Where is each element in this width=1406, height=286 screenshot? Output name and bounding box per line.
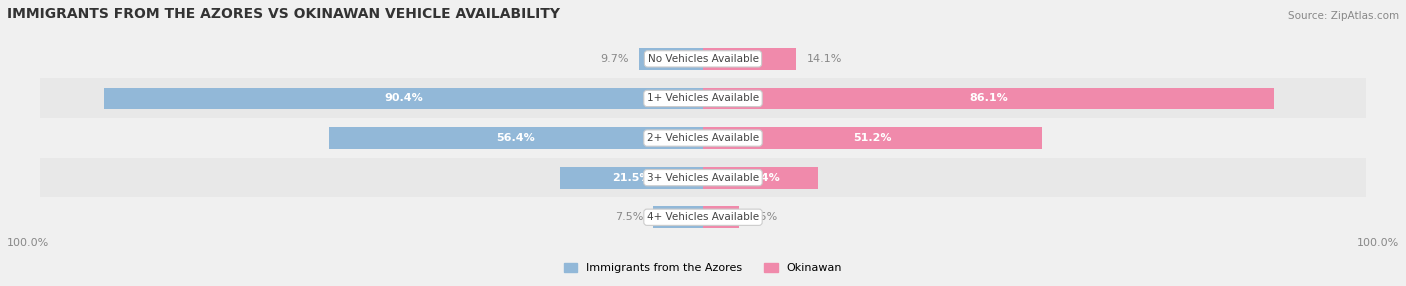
Text: 100.0%: 100.0% [7,238,49,248]
Bar [41,118,1365,158]
Text: 3+ Vehicles Available: 3+ Vehicles Available [647,173,759,183]
Text: 9.7%: 9.7% [600,54,628,64]
Bar [703,167,818,188]
Bar [654,206,703,228]
Text: 86.1%: 86.1% [969,94,1008,104]
Text: 56.4%: 56.4% [496,133,536,143]
Text: 2+ Vehicles Available: 2+ Vehicles Available [647,133,759,143]
Text: 1+ Vehicles Available: 1+ Vehicles Available [647,94,759,104]
Bar [703,88,1274,109]
Text: 14.1%: 14.1% [807,54,842,64]
Bar [703,206,740,228]
Bar [638,48,703,70]
Bar [329,127,703,149]
Legend: Immigrants from the Azores, Okinawan: Immigrants from the Azores, Okinawan [560,259,846,278]
Text: 17.4%: 17.4% [741,173,780,183]
Bar [104,88,703,109]
Text: IMMIGRANTS FROM THE AZORES VS OKINAWAN VEHICLE AVAILABILITY: IMMIGRANTS FROM THE AZORES VS OKINAWAN V… [7,7,560,21]
Text: 90.4%: 90.4% [384,94,423,104]
Text: 4+ Vehicles Available: 4+ Vehicles Available [647,212,759,222]
Bar [41,39,1365,79]
Text: 5.5%: 5.5% [749,212,778,222]
Text: 100.0%: 100.0% [1357,238,1399,248]
Bar [41,158,1365,198]
Text: 21.5%: 21.5% [613,173,651,183]
Text: 51.2%: 51.2% [853,133,891,143]
Text: 7.5%: 7.5% [614,212,644,222]
Bar [41,78,1365,119]
Bar [41,197,1365,237]
Text: No Vehicles Available: No Vehicles Available [648,54,758,64]
Bar [703,48,796,70]
Bar [561,167,703,188]
Text: Source: ZipAtlas.com: Source: ZipAtlas.com [1288,11,1399,21]
Bar [703,127,1042,149]
